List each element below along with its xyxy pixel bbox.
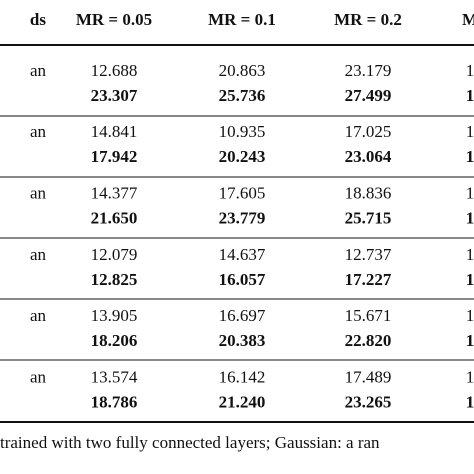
row-label: an bbox=[30, 245, 47, 264]
cell: 14.637 bbox=[219, 245, 266, 264]
row-label: an bbox=[30, 306, 47, 325]
cell-bold: 20.383 bbox=[219, 331, 266, 350]
cell: 17.489 bbox=[345, 367, 392, 386]
cell: 16.142 bbox=[219, 367, 266, 386]
row-label: an bbox=[30, 122, 47, 141]
cell-bold: 25.715 bbox=[345, 209, 392, 228]
row-label: an bbox=[30, 367, 47, 386]
cell: 16.697 bbox=[219, 306, 266, 325]
cell: 10.935 bbox=[219, 122, 266, 141]
row-label: an bbox=[30, 61, 47, 80]
cell: 12.079 bbox=[91, 245, 138, 264]
cell-bold: 18.206 bbox=[91, 331, 138, 350]
footnote: trained with two fully connected layers;… bbox=[0, 433, 380, 452]
cell-bold: 22.820 bbox=[345, 331, 392, 350]
cell-bold: 25.736 bbox=[219, 86, 266, 105]
cell-bold: 1 bbox=[466, 147, 474, 166]
cell-bold: 23.265 bbox=[345, 392, 392, 411]
cell: 1 bbox=[466, 184, 474, 203]
cell: 17.025 bbox=[345, 122, 392, 141]
cell: 13.574 bbox=[91, 367, 138, 386]
cell: 13.905 bbox=[91, 306, 138, 325]
cell-bold: 1 bbox=[466, 270, 474, 289]
cell-bold: 23.064 bbox=[345, 147, 392, 166]
cell-bold: 1 bbox=[466, 331, 474, 350]
cell-bold: 18.786 bbox=[91, 392, 138, 411]
header-cell: MR = 0.05 bbox=[76, 10, 152, 29]
cell-bold: 16.057 bbox=[219, 270, 266, 289]
cell-bold: 12.825 bbox=[91, 270, 138, 289]
cell-bold: 27.499 bbox=[345, 86, 392, 105]
cell: 23.179 bbox=[345, 61, 392, 80]
cell-bold: 21.240 bbox=[219, 392, 266, 411]
cell: 1 bbox=[466, 306, 474, 325]
cell: 12.688 bbox=[91, 61, 138, 80]
header-cell: MR = 0.1 bbox=[208, 10, 276, 29]
cell-bold: 20.243 bbox=[219, 147, 266, 166]
header-cell: ds bbox=[30, 10, 46, 29]
header-cell: MR = 0.2 bbox=[334, 10, 402, 29]
cell-bold: 1 bbox=[466, 392, 474, 411]
cell-bold: 23.307 bbox=[91, 86, 138, 105]
header-cell: M bbox=[462, 10, 474, 29]
cell: 1 bbox=[466, 245, 474, 264]
cell-bold: 23.779 bbox=[219, 209, 266, 228]
cell: 1 bbox=[466, 122, 474, 141]
cell: 18.836 bbox=[345, 184, 392, 203]
cell: 20.863 bbox=[219, 61, 266, 80]
cell: 12.737 bbox=[345, 245, 392, 264]
cell: 1 bbox=[466, 61, 474, 80]
cell: 17.605 bbox=[219, 184, 266, 203]
row-label: an bbox=[30, 184, 47, 203]
cell-bold: 21.650 bbox=[91, 209, 138, 228]
cell: 14.377 bbox=[91, 184, 138, 203]
cell: 15.671 bbox=[345, 306, 392, 325]
cell: 1 bbox=[466, 367, 474, 386]
cell-bold: 17.227 bbox=[345, 270, 392, 289]
cell-bold: 1 bbox=[466, 86, 474, 105]
cell-bold: 1 bbox=[466, 209, 474, 228]
cell: 14.841 bbox=[91, 122, 138, 141]
cell-bold: 17.942 bbox=[91, 147, 138, 166]
